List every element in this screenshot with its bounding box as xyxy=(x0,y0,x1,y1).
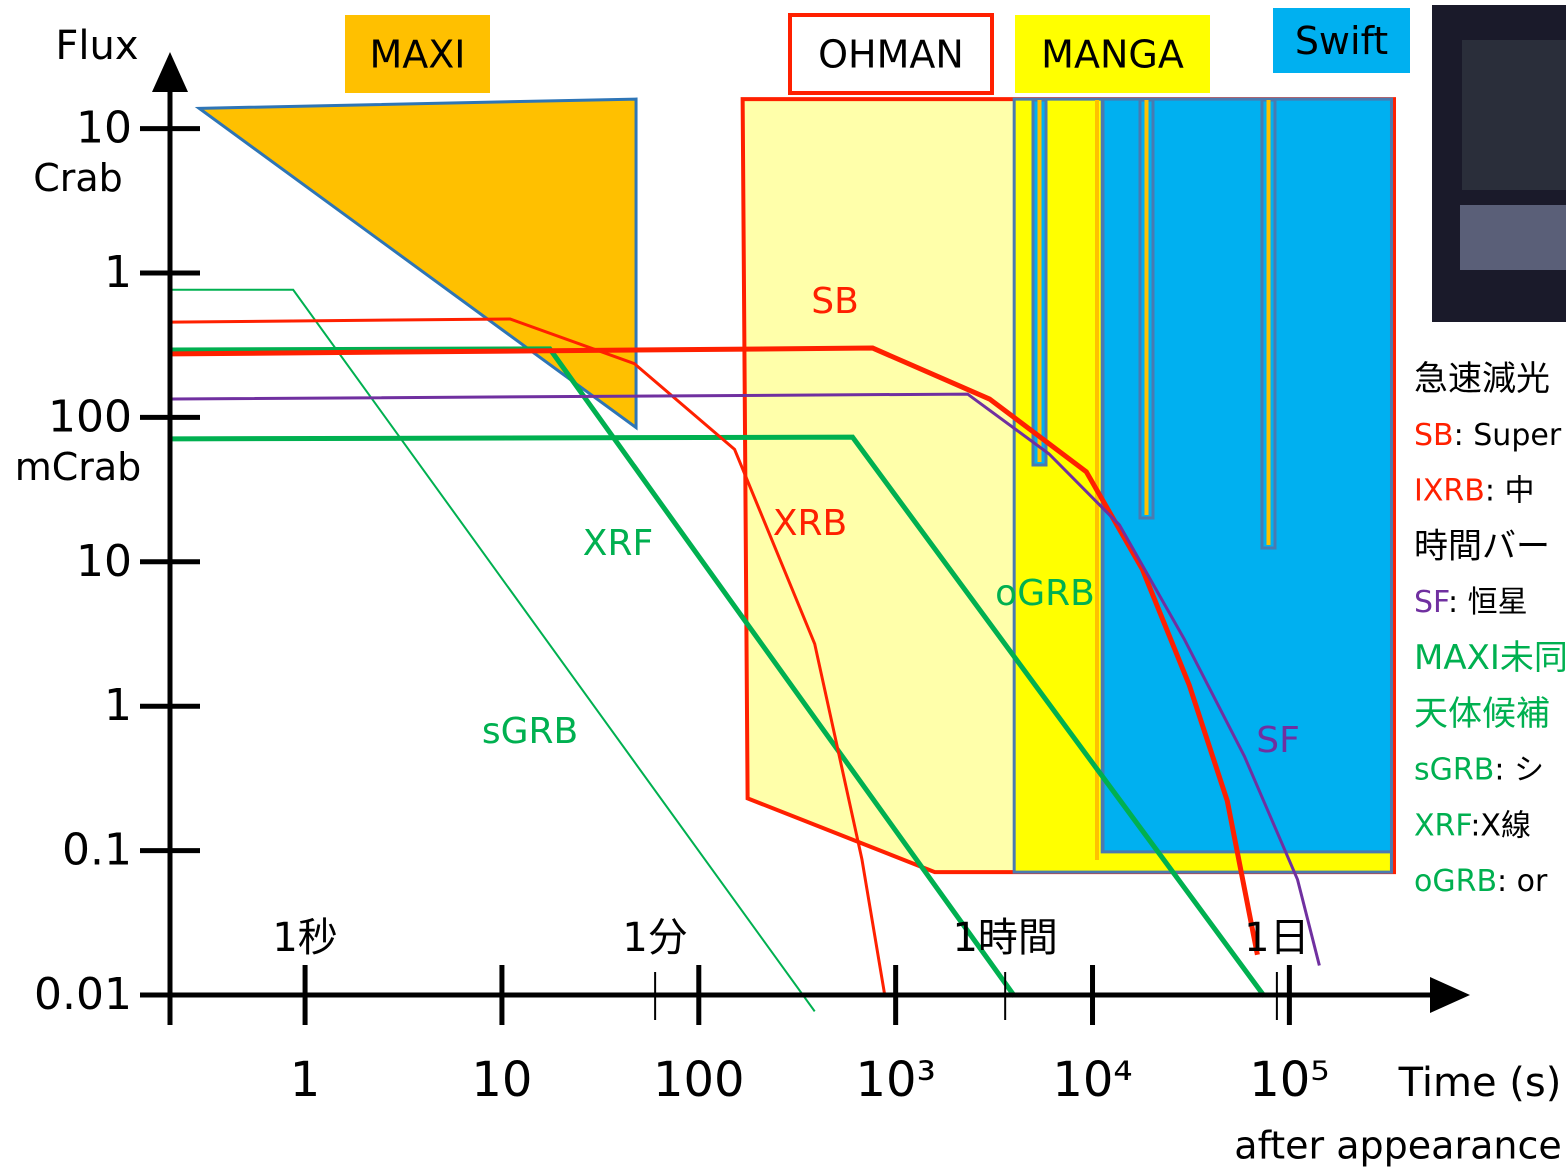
y-axis-label: Flux xyxy=(55,23,138,69)
y-tick-label: 100 xyxy=(48,391,132,442)
region-label-box xyxy=(1015,15,1210,93)
y-unit-label: Crab xyxy=(33,156,123,200)
time-label: 1分 xyxy=(622,915,687,961)
photo-station xyxy=(1462,40,1566,190)
note-text: : 恒星 xyxy=(1448,585,1528,620)
region-label-box xyxy=(345,15,490,93)
note-key: SF xyxy=(1414,585,1449,620)
note-text: : Super xyxy=(1454,417,1562,452)
region-label-box xyxy=(1273,8,1410,73)
region-label: MAXI xyxy=(369,33,465,77)
note-text: : 中 xyxy=(1485,473,1535,508)
note: oGRB: or xyxy=(1414,864,1548,899)
y-tick-label: 0.1 xyxy=(62,825,132,876)
x-tick-label: 10⁴ xyxy=(1052,1052,1132,1108)
note: 時間バー xyxy=(1414,526,1550,566)
note: SB: Super xyxy=(1414,417,1562,452)
note: IXRB: 中 xyxy=(1414,473,1534,508)
y-axis-arrow xyxy=(152,52,188,92)
note: SF: 恒星 xyxy=(1414,585,1528,620)
note-key: IXRB xyxy=(1414,473,1485,508)
series-line xyxy=(171,288,816,1012)
y-tick-label: 0.01 xyxy=(34,969,132,1020)
x-axis-label: Time (s) xyxy=(1398,1060,1562,1106)
x-axis-sublabel: after appearance xyxy=(1234,1124,1561,1167)
note: sGRB: シ xyxy=(1414,752,1544,787)
x-tick-label: 1 xyxy=(290,1052,321,1108)
series-label: oGRB xyxy=(995,573,1095,614)
y-tick-label: 1 xyxy=(104,680,132,731)
photo xyxy=(1432,5,1566,322)
x-tick-label: 10 xyxy=(471,1052,532,1108)
series-line xyxy=(171,434,1267,998)
series-line xyxy=(171,317,887,996)
time-label: 1時間 xyxy=(952,915,1057,961)
x-axis-arrow xyxy=(1430,977,1470,1013)
note: 急速減光 xyxy=(1414,359,1550,399)
y-unit-label: mCrab xyxy=(15,445,142,489)
region xyxy=(194,97,638,431)
series-label: XRF xyxy=(583,523,653,564)
note-text: 天体候補 xyxy=(1414,693,1550,733)
x-tick-label: 10⁵ xyxy=(1249,1052,1329,1108)
note-text: : or xyxy=(1497,864,1548,899)
x-tick-label: 10³ xyxy=(855,1052,935,1108)
y-tick-label: 10 xyxy=(76,536,132,587)
note-text: 時間バー xyxy=(1414,526,1550,566)
note-key: oGRB xyxy=(1414,864,1497,899)
note-text: :X線 xyxy=(1470,808,1531,843)
series-label: SB xyxy=(811,281,859,322)
series-label: XRB xyxy=(773,503,847,544)
series-label: sGRB xyxy=(482,711,578,752)
region-label: OHMAN xyxy=(818,33,964,77)
time-label: 1日 xyxy=(1244,915,1309,961)
note-key: SB xyxy=(1414,417,1454,452)
note: MAXI未同 xyxy=(1414,638,1566,678)
region-label: MANGA xyxy=(1041,33,1184,77)
note-text: : シ xyxy=(1494,752,1544,787)
note-key: sGRB xyxy=(1414,752,1494,787)
plot: sGRB XRF oGRB XRB SB SF 10 1 100 10 1 0.1 0.01 Crab mC… xyxy=(15,52,1470,1108)
x-tick-label: 100 xyxy=(653,1052,745,1108)
note-text: MAXI未同 xyxy=(1414,638,1566,678)
note: XRF:X線 xyxy=(1414,808,1531,843)
time-label: 1秒 xyxy=(272,915,337,961)
note-text: 急速減光 xyxy=(1414,359,1550,399)
series-line xyxy=(171,392,1321,966)
region-label-box xyxy=(788,13,994,95)
regions xyxy=(194,97,1397,875)
photo-band xyxy=(1460,205,1566,270)
note: 天体候補 xyxy=(1414,693,1550,733)
series-label: SF xyxy=(1256,720,1300,761)
region-label: Swift xyxy=(1295,19,1388,63)
note-key: XRF xyxy=(1414,808,1471,843)
y-tick-label: 10 xyxy=(76,103,132,154)
slots xyxy=(1031,98,1277,860)
y-tick-label: 1 xyxy=(104,247,132,298)
